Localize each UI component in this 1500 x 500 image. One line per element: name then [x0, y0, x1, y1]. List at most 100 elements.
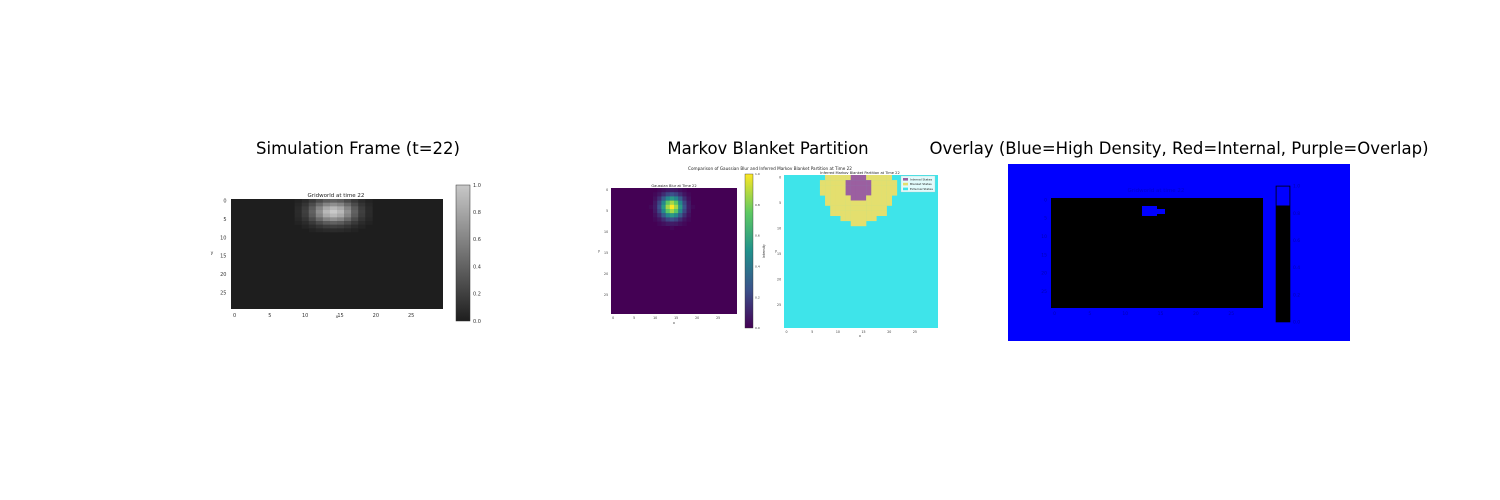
x-tick-label: 25 [408, 313, 414, 319]
colorbar-tick-label: 0.6 [755, 234, 760, 238]
blanket-state-cell [861, 205, 867, 211]
gaussian-cell [674, 188, 679, 193]
gaussian-cell [653, 213, 658, 218]
gaussian-cell [657, 200, 662, 205]
gaussian-cell [669, 217, 675, 222]
x-tick-label: 10 [302, 313, 308, 319]
gaussian-cell [653, 209, 658, 214]
blanket-state-cell [871, 175, 877, 181]
internal-state-cell [855, 195, 862, 201]
gaussian-cell [665, 221, 670, 226]
blanket-state-cell [835, 190, 841, 196]
gaussian-cell [661, 196, 666, 201]
gridworld-cell [329, 224, 338, 229]
y-tick-label: 5 [606, 209, 608, 213]
x-tick-label: 20 [695, 316, 699, 320]
gridworld-cell [301, 206, 310, 211]
colorbar-tick-label: 0.2 [1293, 292, 1300, 298]
y-tick-label: 10 [604, 230, 608, 234]
gridworld-cell [344, 202, 352, 207]
blanket-state-cell [866, 200, 872, 206]
gaussian-cell [674, 209, 679, 214]
panel-title-markov: Markov Blanket Partition [667, 139, 869, 158]
x-tick-label: 25 [716, 316, 720, 320]
gridworld-cell [308, 228, 317, 233]
blanket-state-cell [825, 195, 831, 201]
blanket-state-cell [871, 195, 877, 201]
gaussian-cell [678, 204, 683, 210]
blanket-state-cell [881, 175, 887, 181]
gridworld-cell [301, 213, 310, 218]
gaussian-cell [682, 188, 687, 193]
colorbar-tick-label: 1.0 [755, 172, 760, 176]
gaussian-cell [686, 200, 691, 205]
gridworld-cell [344, 213, 352, 218]
y-tick-label: 5 [1044, 216, 1047, 222]
blanket-state-cell [855, 205, 862, 211]
blanket-state-cell [886, 185, 892, 191]
internal-state-cell [866, 180, 872, 186]
legend-label-blanket: Blanket States [910, 182, 932, 186]
blanket-state-cell [855, 220, 862, 227]
colorbar-tick-label: 0.4 [1293, 265, 1300, 271]
gridworld-cell [301, 217, 310, 222]
gaussian-cell [665, 204, 670, 210]
internal-state-cell [861, 185, 867, 191]
overlay-gridworld-title: Gridworld at time 22 [1128, 188, 1185, 194]
gaussian-cell [669, 192, 675, 197]
blanket-state-cell [861, 220, 867, 227]
gaussian-cell [686, 213, 691, 218]
gaussian-cell [657, 196, 662, 201]
blanket-state-cell [830, 185, 836, 191]
gaussian-cell [686, 204, 691, 210]
blanket-state-cell [871, 205, 877, 211]
y-tick-label: 10 [220, 235, 226, 241]
internal-state-cell [866, 185, 872, 191]
gridworld-cell [358, 221, 366, 225]
gaussian-cell [661, 217, 666, 222]
gaussian-y-ticks: 0 5 10 15 20 25 [604, 188, 608, 297]
simulation-frame-image: Gridworld at time 22 0 5 10 15 20 25 0 5 10 15 20… [211, 183, 481, 325]
blanket-state-cell [886, 195, 892, 201]
blanket-state-cell [881, 185, 887, 191]
gridworld-cell [358, 210, 366, 214]
gaussian-cell [678, 209, 683, 214]
gridworld-cell [337, 228, 345, 233]
gaussian-cell [686, 192, 691, 197]
gaussian-x-ticks: 0 5 10 15 20 25 [612, 316, 720, 320]
blanket-state-cell [845, 210, 851, 216]
blanket-state-cell [876, 200, 882, 206]
gridworld-cell [315, 213, 324, 218]
gaussian-cell [674, 200, 679, 205]
blanket-state-cell [871, 215, 877, 222]
x-tick-label: 15 [1158, 311, 1164, 317]
gaussian-cell [682, 213, 687, 218]
blanket-state-cell [886, 200, 892, 206]
gaussian-cell [674, 192, 679, 197]
x-tick-label: 20 [1193, 311, 1199, 317]
blanket-state-cell [835, 185, 841, 191]
blanket-state-cell [819, 180, 826, 186]
gridworld-cell [315, 228, 324, 233]
gaussian-cell [669, 221, 675, 226]
gaussian-cell [661, 221, 666, 226]
gaussian-xlabel: x [673, 321, 676, 325]
gridworld-cell [315, 210, 324, 214]
gaussian-cell [669, 209, 675, 214]
gridworld-cell [358, 202, 366, 207]
gridworld-cell [351, 202, 359, 207]
gridworld-cell [351, 210, 359, 214]
gridworld-ylabel: y [211, 251, 214, 256]
gaussian-cell [682, 221, 687, 226]
blanket-state-cell [830, 195, 836, 201]
y-tick-label: 25 [220, 290, 226, 296]
gridworld-cell [358, 206, 366, 211]
blanket-state-cell [845, 205, 851, 211]
blanket-state-cell [866, 210, 872, 216]
x-tick-label: 20 [373, 313, 379, 319]
gaussian-cell [665, 217, 670, 222]
gridworld-cell [322, 228, 331, 233]
blanket-state-cell [881, 195, 887, 201]
blanket-state-cell [840, 200, 846, 206]
gaussian-cell [678, 217, 683, 222]
